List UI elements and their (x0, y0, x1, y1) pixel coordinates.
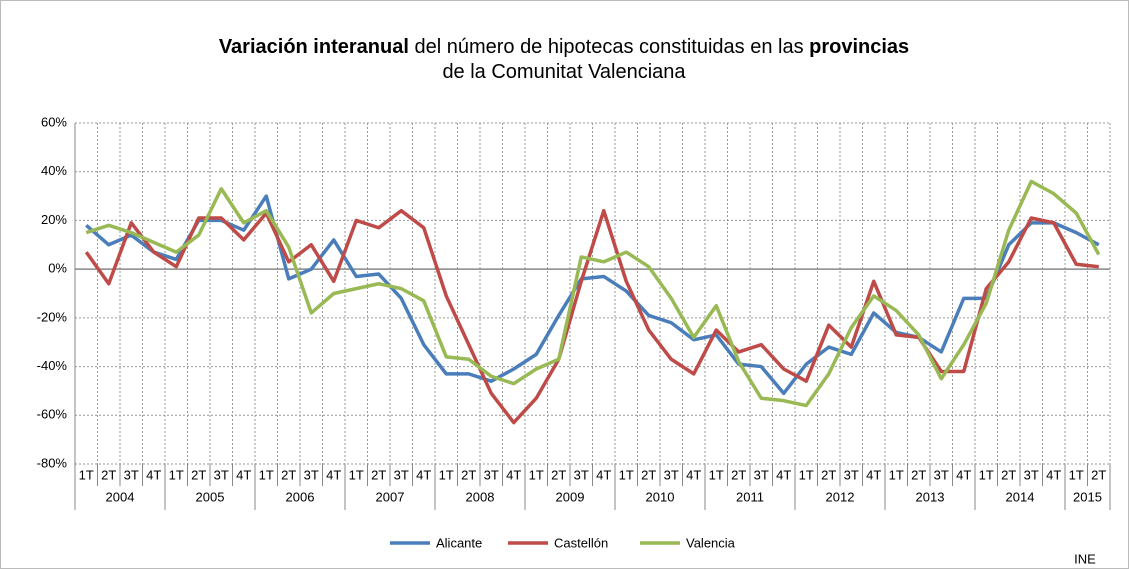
x-tick-label: 2T (821, 467, 836, 482)
y-tick-label: -40% (37, 358, 68, 373)
y-tick-label: 40% (41, 163, 67, 178)
x-tick-label: 2T (731, 467, 746, 482)
x-tick-label: 2T (1001, 467, 1016, 482)
year-label: 2008 (466, 489, 495, 504)
x-tick-label: 4T (596, 467, 611, 482)
x-tick-label: 3T (574, 467, 589, 482)
title-segment: provincias (809, 36, 909, 58)
year-label: 2014 (1006, 489, 1035, 504)
y-tick-label: 20% (41, 212, 67, 227)
x-tick-label: 2T (641, 467, 656, 482)
x-tick-label: 1T (1069, 467, 1084, 482)
x-tick-label: 4T (1046, 467, 1061, 482)
x-tick-label: 2T (101, 467, 116, 482)
x-tick-label: 2T (191, 467, 206, 482)
year-label: 2011 (736, 489, 764, 504)
x-tick-label: 3T (124, 467, 139, 482)
x-tick-label: 1T (709, 467, 724, 482)
chart-title: de la Comunitat Valenciana (442, 61, 686, 83)
x-tick-label: 4T (416, 467, 431, 482)
title-segment: Variación interanual (219, 36, 409, 58)
x-tick-label: 1T (799, 467, 814, 482)
x-tick-label: 1T (349, 467, 364, 482)
x-tick-label: 3T (1024, 467, 1039, 482)
title-segment: del número de hipotecas constituidas en … (409, 36, 809, 58)
x-tick-label: 1T (79, 467, 94, 482)
chart-title: Variación interanual del número de hipot… (219, 36, 909, 58)
x-tick-label: 4T (776, 467, 791, 482)
series-line (85, 179, 1101, 408)
x-tick-label: 2T (1091, 467, 1106, 482)
x-tick-label: 4T (866, 467, 881, 482)
y-tick-label: -80% (37, 455, 68, 470)
x-tick-label: 4T (326, 467, 341, 482)
x-tick-label: 4T (686, 467, 701, 482)
year-label: 2012 (826, 489, 855, 504)
year-label: 2006 (286, 489, 315, 504)
year-label: 2015 (1073, 489, 1102, 504)
x-tick-label: 3T (664, 467, 679, 482)
year-label: 2010 (646, 489, 675, 504)
x-tick-label: 1T (259, 467, 274, 482)
x-tick-label: 1T (529, 467, 544, 482)
title-segment: de la Comunitat Valenciana (442, 61, 686, 83)
x-tick-label: 3T (304, 467, 319, 482)
year-label: 2005 (196, 489, 225, 504)
x-tick-label: 3T (754, 467, 769, 482)
legend-label: Valencia (686, 535, 736, 550)
y-tick-label: 60% (41, 114, 67, 129)
x-tick-label: 3T (844, 467, 859, 482)
x-tick-label: 4T (146, 467, 161, 482)
x-tick-label: 3T (394, 467, 409, 482)
x-tick-label: 1T (979, 467, 994, 482)
x-tick-label: 1T (169, 467, 184, 482)
x-tick-label: 2T (281, 467, 296, 482)
y-tick-label: -60% (37, 407, 68, 422)
x-tick-label: 2T (911, 467, 926, 482)
y-tick-label: 0% (48, 261, 67, 276)
source: INE (1074, 551, 1096, 566)
x-tick-label: 4T (956, 467, 971, 482)
x-tick-label: 1T (889, 467, 904, 482)
legend-label: Castellón (554, 535, 608, 550)
legend-label: Alicante (436, 535, 482, 550)
x-tick-label: 2T (371, 467, 386, 482)
x-tick-label: 3T (214, 467, 229, 482)
x-tick-label: 4T (236, 467, 251, 482)
year-label: 2007 (376, 489, 405, 504)
series-line (85, 194, 1100, 396)
x-tick-label: 3T (934, 467, 949, 482)
x-tick-label: 1T (619, 467, 634, 482)
year-label: 2013 (916, 489, 945, 504)
year-label: 2004 (106, 489, 135, 504)
x-tick-label: 3T (484, 467, 499, 482)
y-tick-label: -20% (37, 309, 68, 324)
x-tick-label: 2T (461, 467, 476, 482)
x-tick-label: 1T (439, 467, 454, 482)
year-label: 2009 (556, 489, 585, 504)
x-tick-label: 2T (551, 467, 566, 482)
x-tick-label: 4T (506, 467, 521, 482)
